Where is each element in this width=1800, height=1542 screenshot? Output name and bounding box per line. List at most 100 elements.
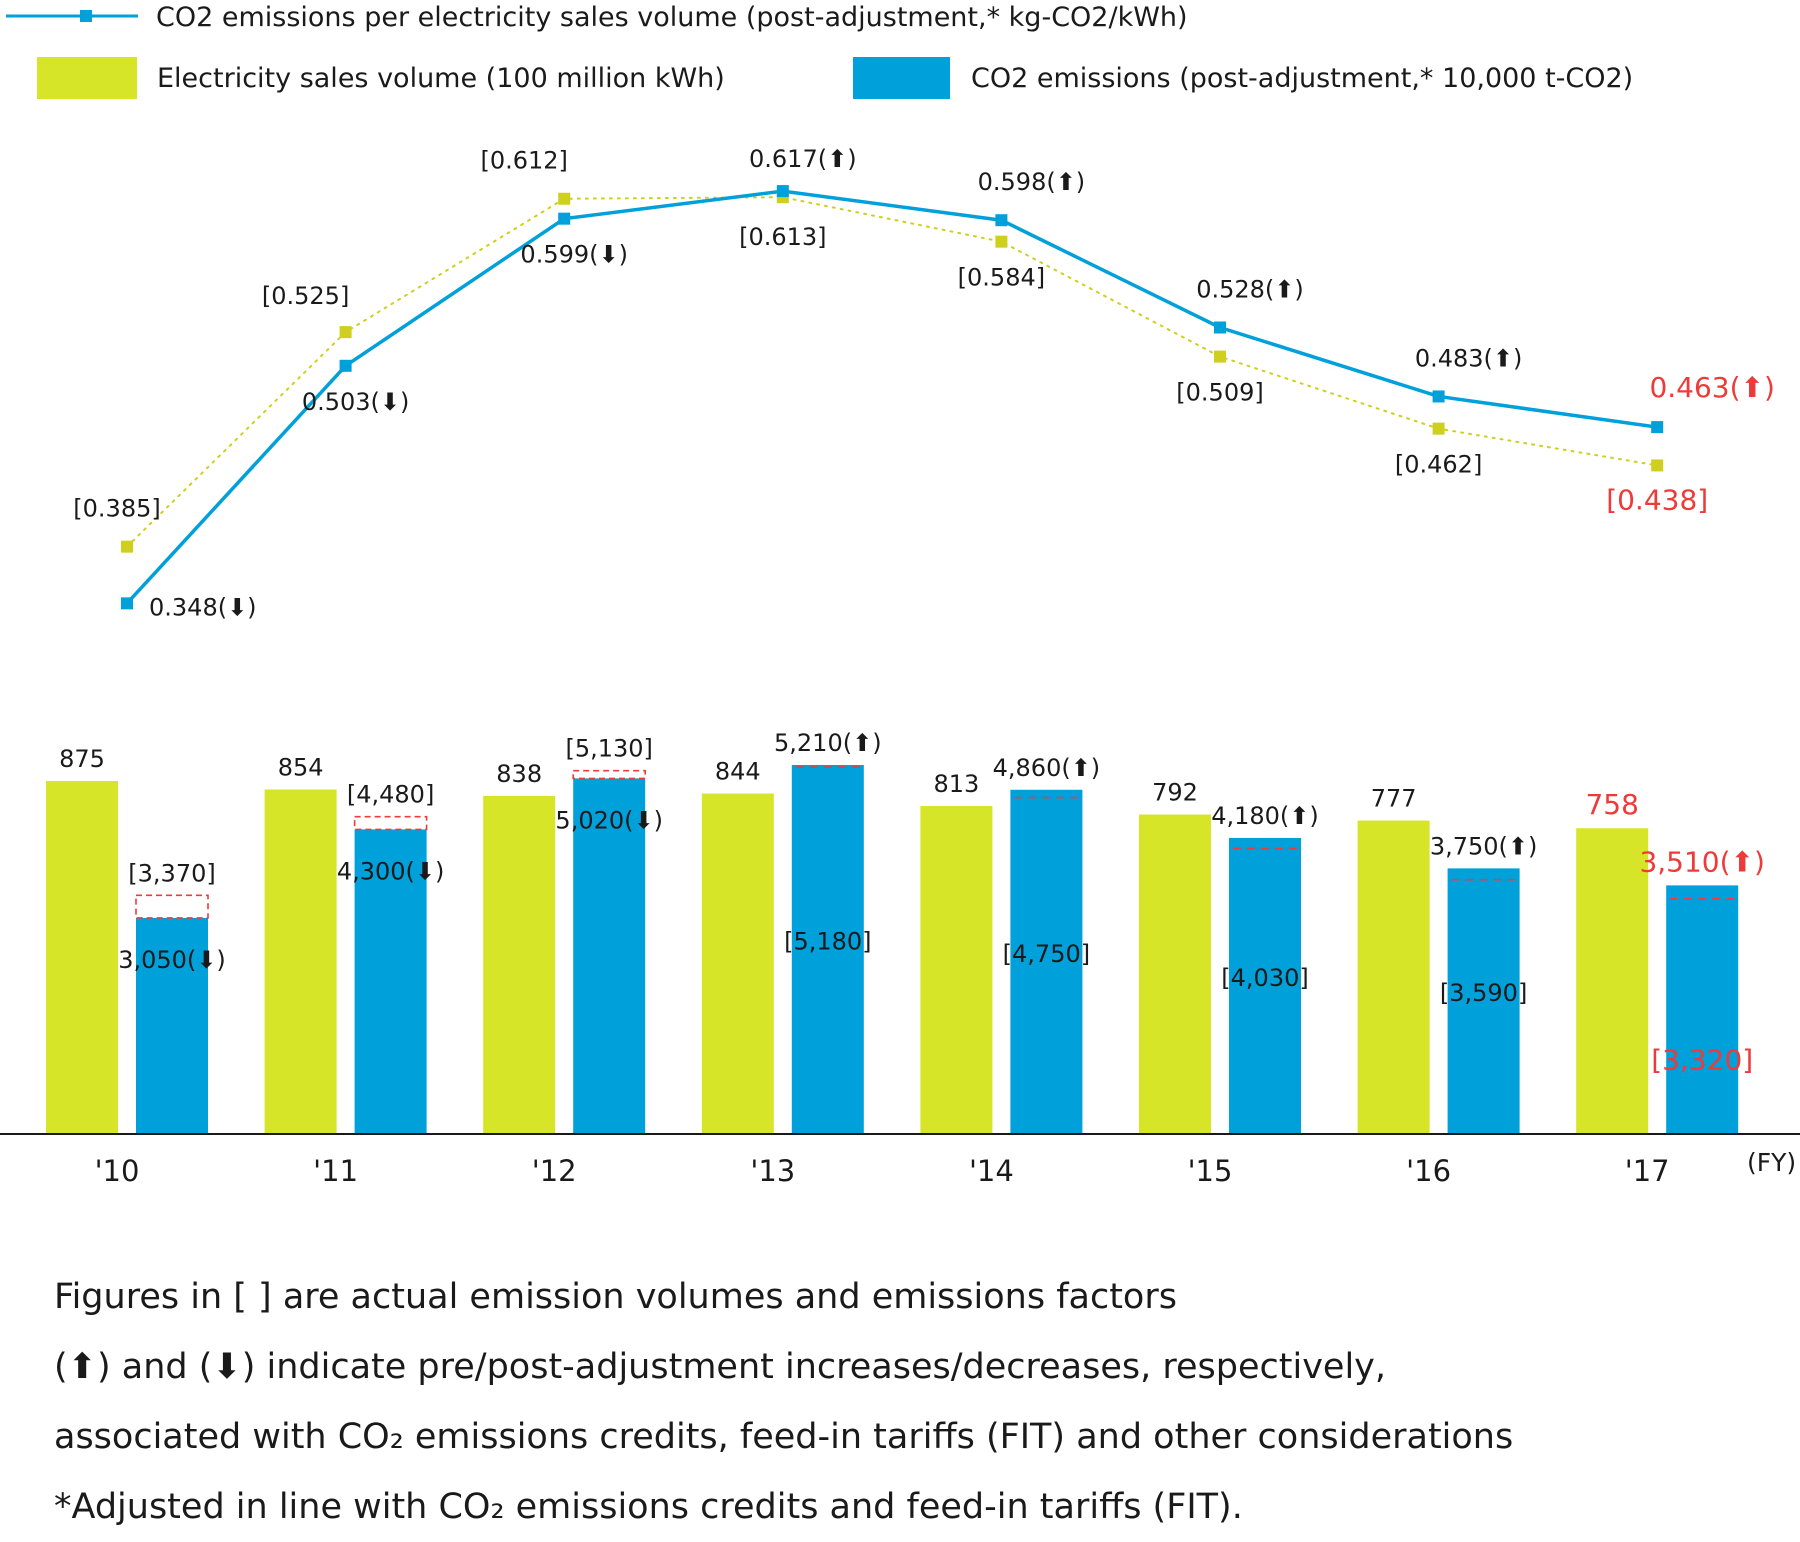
x-tick-label: '17 (1625, 1154, 1670, 1188)
factor-value-label: 0.617(⬆) (749, 145, 857, 173)
emissions-value-label: 4,300(⬇) (337, 857, 445, 885)
actual-factor-label: [0.509] (1176, 379, 1263, 407)
actual-factor-label: [0.438] (1606, 483, 1708, 516)
actual-factor-point (1214, 350, 1226, 363)
actual-emissions-label: [5,130] (565, 735, 652, 763)
x-tick-label: '15 (1188, 1154, 1233, 1188)
actual-emissions-label: [3,370] (128, 859, 215, 887)
factor-value-label: 0.598(⬆) (978, 168, 1086, 196)
emissions-value-label: 4,180(⬆) (1211, 802, 1319, 830)
sales-bar (1576, 828, 1649, 1134)
factor-value-label: 0.463(⬆) (1649, 371, 1774, 404)
emissions-bar (1447, 868, 1520, 1134)
sales-bar (1139, 814, 1211, 1134)
emissions-value-label: 4,860(⬆) (993, 754, 1101, 782)
factor-point (121, 597, 133, 610)
sales-value-label: 844 (715, 758, 761, 786)
actual-emissions-label: [3,320] (1651, 1044, 1753, 1077)
actual-factor-line (126, 196, 1659, 548)
factor-point (995, 214, 1008, 227)
sales-value-label: 792 (1152, 779, 1198, 807)
actual-factor-point (121, 540, 133, 553)
factor-point (339, 359, 352, 372)
x-tick-label: '12 (532, 1154, 577, 1188)
factor-value-label: 0.483(⬆) (1415, 344, 1523, 372)
x-tick-label: '16 (1406, 1154, 1451, 1188)
x-axis-unit: (FY) (1747, 1148, 1796, 1177)
factor-line (125, 189, 1658, 605)
legend-sales-swatch (37, 57, 137, 99)
actual-emissions-box (353, 815, 428, 831)
x-tick-label: '13 (750, 1154, 795, 1188)
actual-factor-label: [0.385] (73, 495, 160, 523)
legend-emissions-label: CO2 emissions (post-adjustment,* 10,000 … (971, 63, 1633, 94)
sales-bar (1357, 820, 1430, 1134)
emissions-value-label: 3,050(⬇) (118, 946, 226, 974)
sales-value-label: 838 (496, 760, 542, 788)
legend-emissions-swatch (853, 57, 950, 99)
emissions-value-label: 5,210(⬆) (774, 729, 882, 757)
emissions-bar (1666, 885, 1739, 1134)
actual-factor-label: [0.584] (958, 264, 1045, 292)
factor-value-label: 0.599(⬇) (520, 241, 628, 269)
footnote-brackets: Figures in [ ] are actual emission volum… (54, 1277, 1177, 1317)
emissions-bar (1010, 789, 1083, 1134)
actual-factor-label: [0.525] (262, 282, 349, 310)
legend: CO2 emissions per electricity sales volu… (6, 2, 1633, 99)
footnote-arrows: (⬆) and (⬇) indicate pre/post-adjustment… (54, 1347, 1387, 1387)
plot-labels: 875 3,050(⬇) [3,370] 854 4,300(⬇) [4,480] 838 5… (59, 145, 1775, 1077)
sales-value-label: 854 (278, 753, 324, 781)
actual-emissions-label: [4,030] (1221, 964, 1308, 992)
x-axis-ticks: '10 '11 '12 '13 '14 '15 '16 '17 (95, 1154, 1670, 1188)
actual-emissions-label: [4,480] (347, 781, 434, 809)
factor-value-label: 0.528(⬆) (1196, 275, 1304, 303)
emissions-bar (791, 764, 864, 1134)
x-tick-label: '14 (969, 1154, 1014, 1188)
plot-area (46, 185, 1739, 1134)
actual-emissions-box (135, 894, 209, 919)
sales-bar (920, 806, 993, 1134)
actual-factor-label: [0.613] (739, 223, 826, 251)
x-tick-label: '11 (313, 1154, 358, 1188)
actual-factor-point (1432, 422, 1445, 435)
footnote-arrows-cont: associated with CO₂ emissions credits, f… (54, 1417, 1514, 1457)
footnotes: Figures in [ ] are actual emission volum… (54, 1262, 1774, 1542)
factor-value-label: 0.348(⬇) (149, 593, 257, 621)
factor-point (1651, 421, 1664, 434)
legend-line-marker (80, 10, 92, 22)
emissions-value-label: 3,750(⬆) (1430, 832, 1538, 860)
legend-sales-label: Electricity sales volume (100 million kW… (157, 63, 725, 94)
emissions-bar (1229, 837, 1301, 1134)
emissions-value-label: 3,510(⬆) (1639, 845, 1764, 878)
emissions-bar (573, 778, 646, 1134)
sales-bar (701, 793, 774, 1134)
sales-value-label: 813 (933, 770, 979, 798)
footnote-adjusted: *Adjusted in line with CO₂ emissions cre… (54, 1487, 1243, 1527)
actual-factor-point (1651, 459, 1664, 472)
factor-point (776, 185, 789, 198)
factor-point (1214, 321, 1226, 334)
actual-emissions-box (572, 769, 647, 780)
emissions-chart: CO2 emissions per electricity sales volu… (0, 2, 1800, 1188)
sales-bar (264, 789, 337, 1134)
actual-emissions-label: [3,590] (1440, 979, 1527, 1007)
actual-factor-label: [0.612] (480, 147, 567, 175)
factor-value-label: 0.503(⬇) (302, 388, 410, 416)
emissions-bar (136, 917, 208, 1134)
factor-point (558, 212, 571, 225)
actual-factor-point (995, 235, 1008, 248)
sales-value-label: 875 (59, 745, 105, 773)
emissions-value-label: 5,020(⬇) (555, 806, 663, 834)
actual-factor-point (558, 192, 571, 205)
actual-factor-point (339, 326, 352, 339)
sales-bar (483, 795, 556, 1134)
actual-emissions-label: [5,180] (784, 927, 871, 955)
actual-factor-label: [0.462] (1395, 451, 1482, 479)
sales-bar (46, 781, 118, 1134)
emissions-bar (354, 829, 427, 1134)
sales-value-label: 777 (1371, 785, 1417, 813)
factor-point (1432, 390, 1445, 403)
x-tick-label: '10 (95, 1154, 140, 1188)
sales-value-label: 758 (1585, 788, 1638, 821)
legend-line-label: CO2 emissions per electricity sales volu… (156, 2, 1188, 33)
